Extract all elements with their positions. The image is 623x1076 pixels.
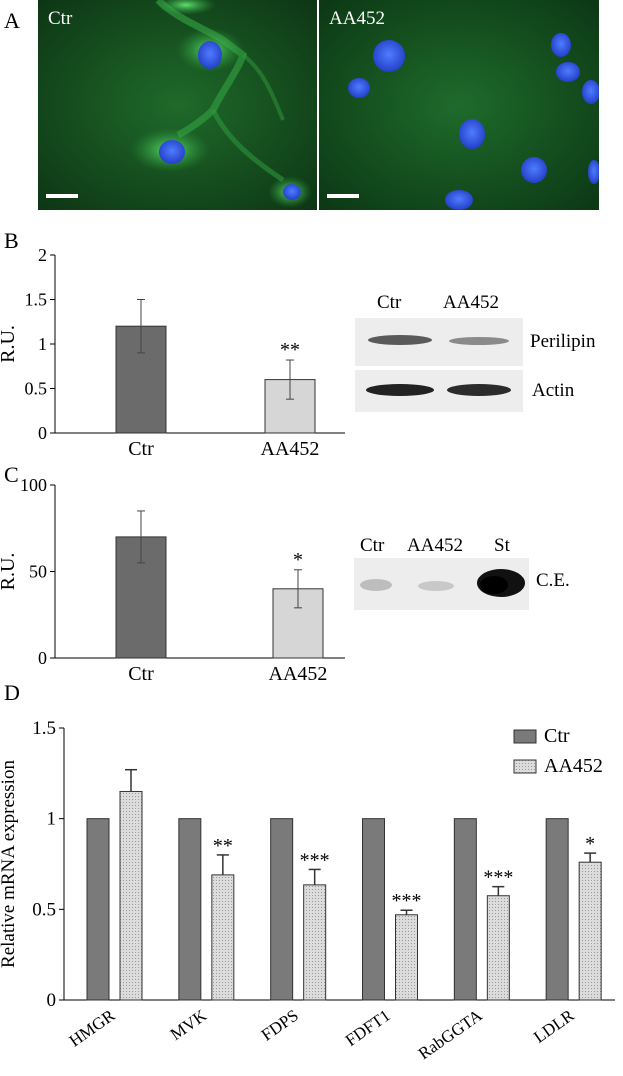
micrograph-ctr-image	[38, 0, 317, 210]
blot-c-col-st: St	[494, 535, 510, 556]
chart-c: 0 50 100 R.U. Ctr * AA452	[0, 475, 345, 685]
blot-perilipin	[355, 318, 523, 366]
y-tick-label: 0	[38, 648, 47, 668]
scale-bar	[46, 194, 78, 198]
significance-label: ***	[300, 849, 330, 871]
significance-label: **	[280, 339, 300, 361]
significance-label: ***	[483, 867, 513, 889]
legend-label: AA452	[544, 755, 603, 777]
bar	[303, 884, 327, 1001]
y-tick-label: 1	[47, 809, 57, 830]
y-tick-label: 50	[29, 562, 47, 582]
legend-swatch	[513, 759, 537, 774]
x-tick-label: FDFT1	[342, 1006, 394, 1050]
blot-actin	[355, 370, 523, 412]
blot-c-col-ctr: Ctr	[360, 535, 385, 556]
chart-b: 0 0.5 1 1.5 2 R.U. Ctr ** AA452	[0, 245, 345, 460]
bar	[211, 874, 235, 1001]
micrograph-ctr: Ctr	[38, 0, 317, 210]
y-tick-label: 1.5	[32, 718, 56, 739]
blot-ce	[354, 558, 529, 610]
x-tick-label: AA452	[269, 663, 328, 685]
blot-b-row-actin: Actin	[532, 380, 575, 401]
significance-label: *	[585, 833, 595, 855]
blot-b-col-ctr: Ctr	[377, 292, 402, 313]
micrograph-aa452-label: AA452	[329, 8, 385, 29]
significance-label: ***	[392, 890, 422, 912]
legend-label: Ctr	[544, 725, 570, 747]
x-tick-label: LDLR	[530, 1005, 578, 1046]
y-tick-label: 1	[38, 334, 47, 354]
micrograph-aa452: AA452	[319, 0, 599, 210]
y-tick-label: 1.5	[25, 290, 48, 310]
bar	[86, 818, 110, 1001]
panel-d-letter: D	[4, 680, 20, 705]
scale-bar	[327, 194, 359, 198]
y-tick-label: 0.5	[25, 379, 48, 399]
x-tick-label: RabGGTA	[415, 1005, 486, 1063]
bar	[486, 895, 510, 1001]
blot-b-row-perilipin: Perilipin	[530, 331, 596, 352]
y-tick-label: 0.5	[32, 899, 56, 920]
blot-c-row-ce: C.E.	[536, 570, 570, 591]
chart-d: 0 0.5 1 1.5 Relative mRNA expression HMGR ** MV…	[0, 718, 615, 1063]
micrograph-aa452-image	[319, 0, 599, 210]
bar	[362, 818, 385, 1001]
y-axis-label: Relative mRNA expression	[0, 760, 19, 968]
y-tick-label: 2	[38, 245, 47, 265]
bar	[395, 914, 418, 1001]
blot-b-col-aa452: AA452	[443, 292, 499, 313]
x-tick-label: Ctr	[128, 663, 154, 685]
y-axis-label: R.U.	[0, 553, 19, 591]
bar	[578, 861, 602, 1001]
panel-c-letter: C	[4, 462, 19, 487]
bar	[545, 818, 569, 1001]
significance-label: *	[293, 549, 303, 571]
panel-b-letter: B	[4, 228, 19, 253]
blot-c-col-aa452: AA452	[407, 535, 463, 556]
y-axis-label: R.U.	[0, 325, 19, 363]
bar	[453, 818, 477, 1001]
legend-swatch	[513, 729, 537, 744]
x-tick-label: AA452	[261, 438, 320, 460]
x-tick-label: Ctr	[128, 438, 154, 460]
bar	[119, 790, 143, 1001]
y-tick-label: 100	[20, 475, 47, 495]
micrograph-ctr-label: Ctr	[48, 8, 73, 29]
significance-label: **	[213, 835, 233, 857]
x-tick-label: HMGR	[66, 1005, 119, 1050]
y-tick-label: 0	[47, 990, 57, 1011]
bar	[270, 818, 294, 1001]
y-tick-label: 0	[38, 423, 47, 443]
x-tick-label: FDPS	[258, 1006, 302, 1045]
x-tick-label: MVK	[167, 1005, 211, 1044]
bar	[178, 818, 202, 1001]
panel-a-letter: A	[4, 8, 20, 33]
